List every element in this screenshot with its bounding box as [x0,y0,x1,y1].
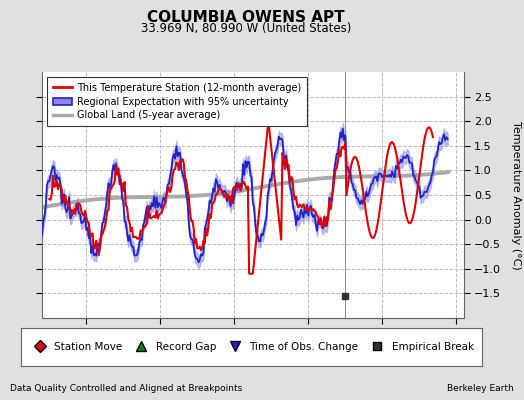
Text: 33.969 N, 80.990 W (United States): 33.969 N, 80.990 W (United States) [141,22,352,35]
Text: Data Quality Controlled and Aligned at Breakpoints: Data Quality Controlled and Aligned at B… [10,384,243,393]
Text: Berkeley Earth: Berkeley Earth [447,384,514,393]
Text: COLUMBIA OWENS APT: COLUMBIA OWENS APT [147,10,345,25]
Y-axis label: Temperature Anomaly (°C): Temperature Anomaly (°C) [510,121,521,269]
Legend: Station Move, Record Gap, Time of Obs. Change, Empirical Break: Station Move, Record Gap, Time of Obs. C… [27,340,476,354]
Legend: This Temperature Station (12-month average), Regional Expectation with 95% uncer: This Temperature Station (12-month avera… [47,77,307,126]
